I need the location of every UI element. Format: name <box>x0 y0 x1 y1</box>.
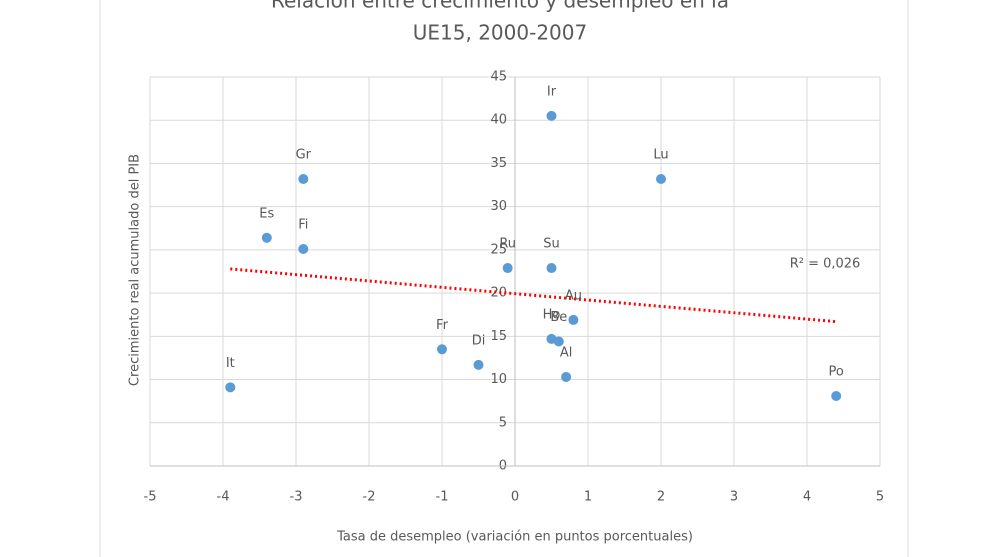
point-label: Su <box>543 237 560 252</box>
x-tick-label: 1 <box>584 490 592 505</box>
y-tick-label: 25 <box>490 242 507 257</box>
point <box>831 390 842 401</box>
x-tick-label: 4 <box>803 490 811 505</box>
x-tick-label: -4 <box>217 490 230 505</box>
x-axis-label: Tasa de desempleo (variación en puntos p… <box>336 530 693 545</box>
y-tick-label: 5 <box>499 415 507 430</box>
point <box>546 110 557 121</box>
x-tick-label: -2 <box>363 490 376 505</box>
y-tick-label: 10 <box>490 372 507 387</box>
point-label: Lu <box>653 148 668 163</box>
point-label: Be <box>550 310 567 325</box>
point <box>561 371 572 382</box>
point-label: Au <box>565 288 582 303</box>
x-tick-label: 5 <box>876 490 884 505</box>
point <box>298 244 309 255</box>
y-tick-label: 15 <box>490 329 507 344</box>
point <box>225 382 236 393</box>
point-label: Es <box>259 206 274 221</box>
chart-title: UE15, 2000-2007 <box>413 21 587 45</box>
point <box>553 336 564 347</box>
x-tick-label: 0 <box>511 490 519 505</box>
point-label: Po <box>829 364 844 379</box>
point-label: Gr <box>296 148 312 163</box>
x-tick-label: 2 <box>657 490 665 505</box>
point-label: Al <box>560 345 573 360</box>
point <box>568 314 579 325</box>
point-label: Di <box>472 333 486 348</box>
y-axis-label: Crecimiento real acumulado del PIB <box>128 154 143 386</box>
y-tick-label: 45 <box>490 70 507 85</box>
trendline-label: R² = 0,026 <box>790 257 861 272</box>
y-tick-label: 40 <box>490 113 507 128</box>
x-tick-label: -5 <box>144 490 157 505</box>
point <box>298 174 309 185</box>
point-label: It <box>226 356 235 371</box>
x-tick-label: -1 <box>436 490 449 505</box>
point <box>261 232 272 243</box>
x-tick-label: 3 <box>730 490 738 505</box>
chart-title: Relación entre crecimiento y desempleo e… <box>271 0 729 13</box>
x-tick-label: -3 <box>290 490 303 505</box>
point-label: Ir <box>547 84 557 99</box>
point-label: Fi <box>298 218 308 233</box>
point-label: Fr <box>436 318 449 333</box>
y-tick-label: 20 <box>490 286 507 301</box>
point <box>437 344 447 355</box>
point <box>656 174 666 185</box>
trendline <box>230 267 837 324</box>
point <box>502 263 513 274</box>
y-tick-label: 35 <box>490 156 507 171</box>
point-label: Ru <box>499 237 516 252</box>
point <box>473 359 484 370</box>
point-label: Ho <box>543 307 561 322</box>
point <box>546 263 557 274</box>
y-tick-label: 30 <box>490 199 507 214</box>
